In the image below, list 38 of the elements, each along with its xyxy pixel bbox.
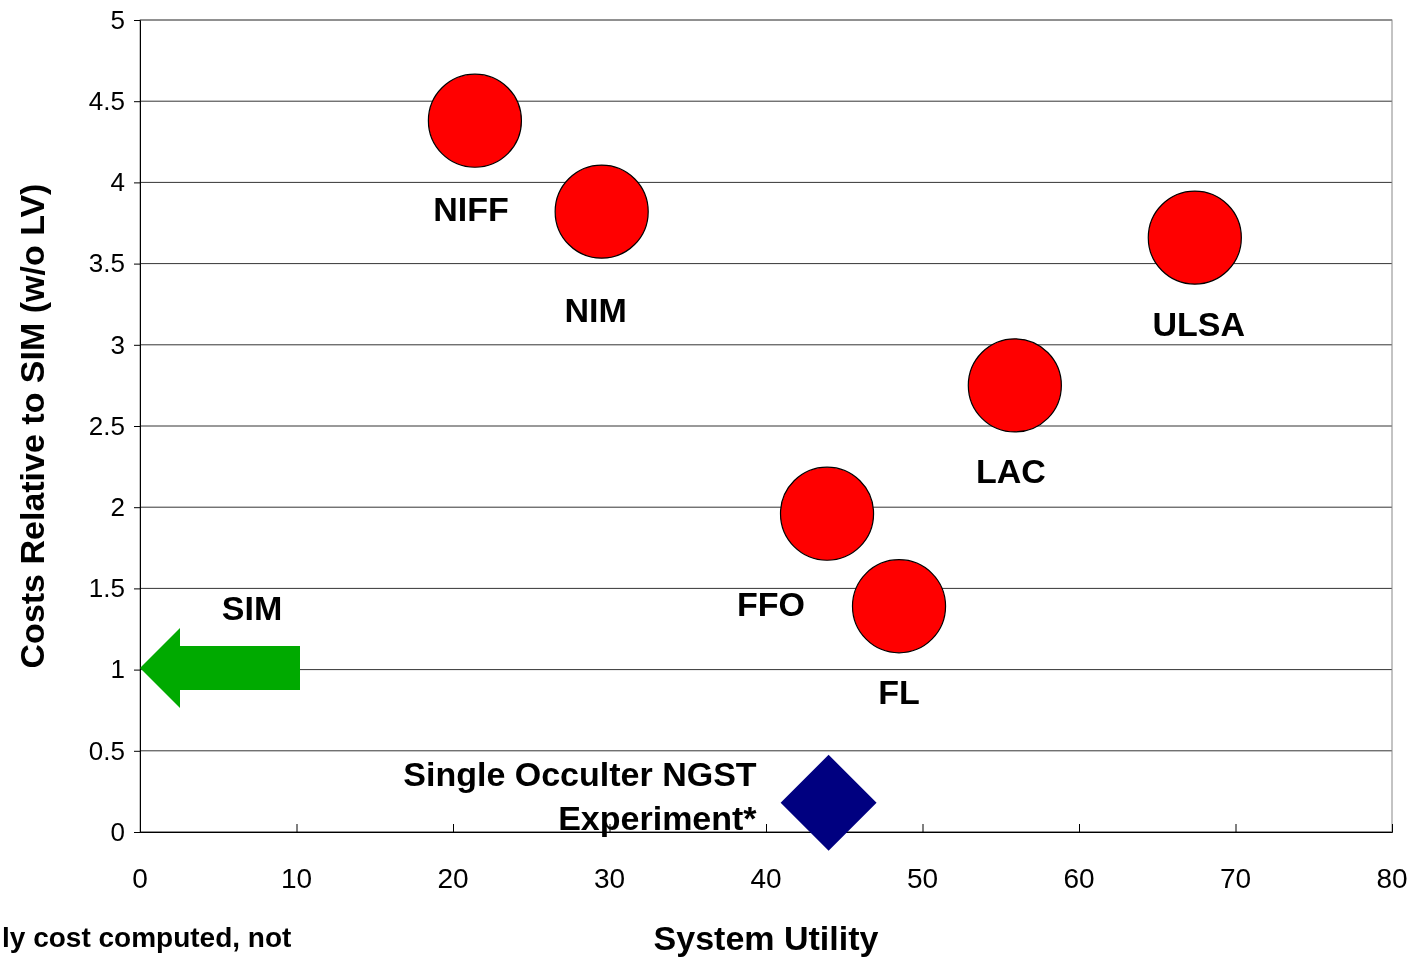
x-axis-title: System Utility <box>653 919 879 957</box>
y-tick-label: 0.5 <box>88 735 125 766</box>
y-tick-label: 4 <box>110 167 125 198</box>
series-label: Single Occulter NGST Experiment* <box>403 754 758 837</box>
y-tick-label: 1 <box>110 654 125 685</box>
series-label: NIM <box>564 290 627 329</box>
series-label: FFO <box>737 584 806 623</box>
y-tick-label: 2 <box>110 492 125 523</box>
y-tick-label: 3.5 <box>88 248 125 279</box>
point <box>851 559 947 654</box>
x-tick-label: 40 <box>750 863 782 894</box>
point <box>967 338 1062 433</box>
x-tick-label: 60 <box>1063 863 1095 894</box>
point <box>1147 190 1242 285</box>
y-axis-title: Costs Relative to SIM (w/o LV) <box>13 183 51 669</box>
text: ly cost computed, not <box>2 922 292 953</box>
x-tick-label: 0 <box>132 863 148 894</box>
series-label: LAC <box>975 452 1046 491</box>
x-tick-label: 30 <box>593 863 626 894</box>
series-label: FL <box>878 673 920 712</box>
series-label: ULSA <box>1152 304 1246 343</box>
point <box>427 73 523 168</box>
y-tick-label: 1.5 <box>88 573 125 604</box>
y-tick-label: 4.5 <box>88 86 125 117</box>
x-tick-label: 10 <box>280 863 313 894</box>
y-tick-label: 2.5 <box>88 410 125 441</box>
x-tick-label: 70 <box>1219 863 1252 894</box>
x-tick-label: 80 <box>1376 863 1408 894</box>
y-tick-label: 0 <box>110 816 125 847</box>
point <box>779 466 875 561</box>
annotation: SIM <box>221 589 283 627</box>
x-tick-label: 20 <box>437 863 469 894</box>
y-tick-label: 3 <box>110 329 125 360</box>
y-tick-label: 5 <box>110 4 125 35</box>
point <box>780 754 877 851</box>
series-label: NIFF <box>433 189 509 228</box>
x-tick-label: 50 <box>906 863 939 894</box>
point <box>554 164 649 259</box>
